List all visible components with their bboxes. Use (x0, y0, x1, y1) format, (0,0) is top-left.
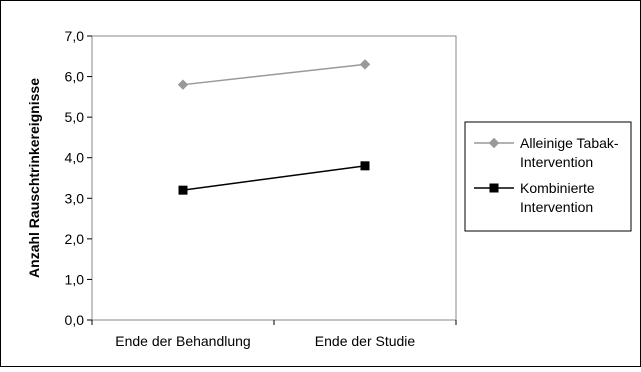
data-point-marker (177, 79, 189, 90)
y-axis-title: Anzahl Rauschtrinkereignisse (26, 78, 42, 278)
x-tick-label: Ende der Behandlung (115, 333, 250, 349)
series-line-1 (182, 63, 366, 86)
legend-label: Kombinierte (520, 180, 595, 196)
data-point-marker (360, 161, 370, 171)
x-axis: Ende der Behandlung Ende der Studie (91, 320, 457, 349)
legend-marker (488, 137, 500, 149)
y-tick-label: 2,0 (65, 231, 85, 247)
legend-label: Intervention (520, 199, 593, 215)
y-tick-label: 1,0 (65, 271, 85, 287)
legend-marker (489, 183, 499, 193)
y-tick-label: 0,0 (65, 312, 85, 328)
y-tick-label: 6,0 (65, 69, 85, 85)
data-point-marker (178, 185, 188, 195)
legend-label: Intervention (520, 154, 593, 170)
x-tick-label: Ende der Studie (315, 333, 416, 349)
series-line-2 (182, 165, 366, 191)
legend-label: Alleinige Tabak- (520, 135, 619, 151)
series-layer (177, 59, 371, 195)
y-tick-label: 4,0 (65, 150, 85, 166)
data-point-marker (359, 59, 371, 70)
y-axis: 0,0 1,0 2,0 3,0 4,0 5,0 6,0 7,0 (65, 28, 92, 328)
y-tick-label: 5,0 (65, 109, 85, 125)
y-tick-label: 7,0 (65, 28, 85, 44)
legend: Alleinige Tabak- Intervention Kombinierte I… (474, 135, 619, 215)
y-tick-label: 3,0 (65, 190, 85, 206)
